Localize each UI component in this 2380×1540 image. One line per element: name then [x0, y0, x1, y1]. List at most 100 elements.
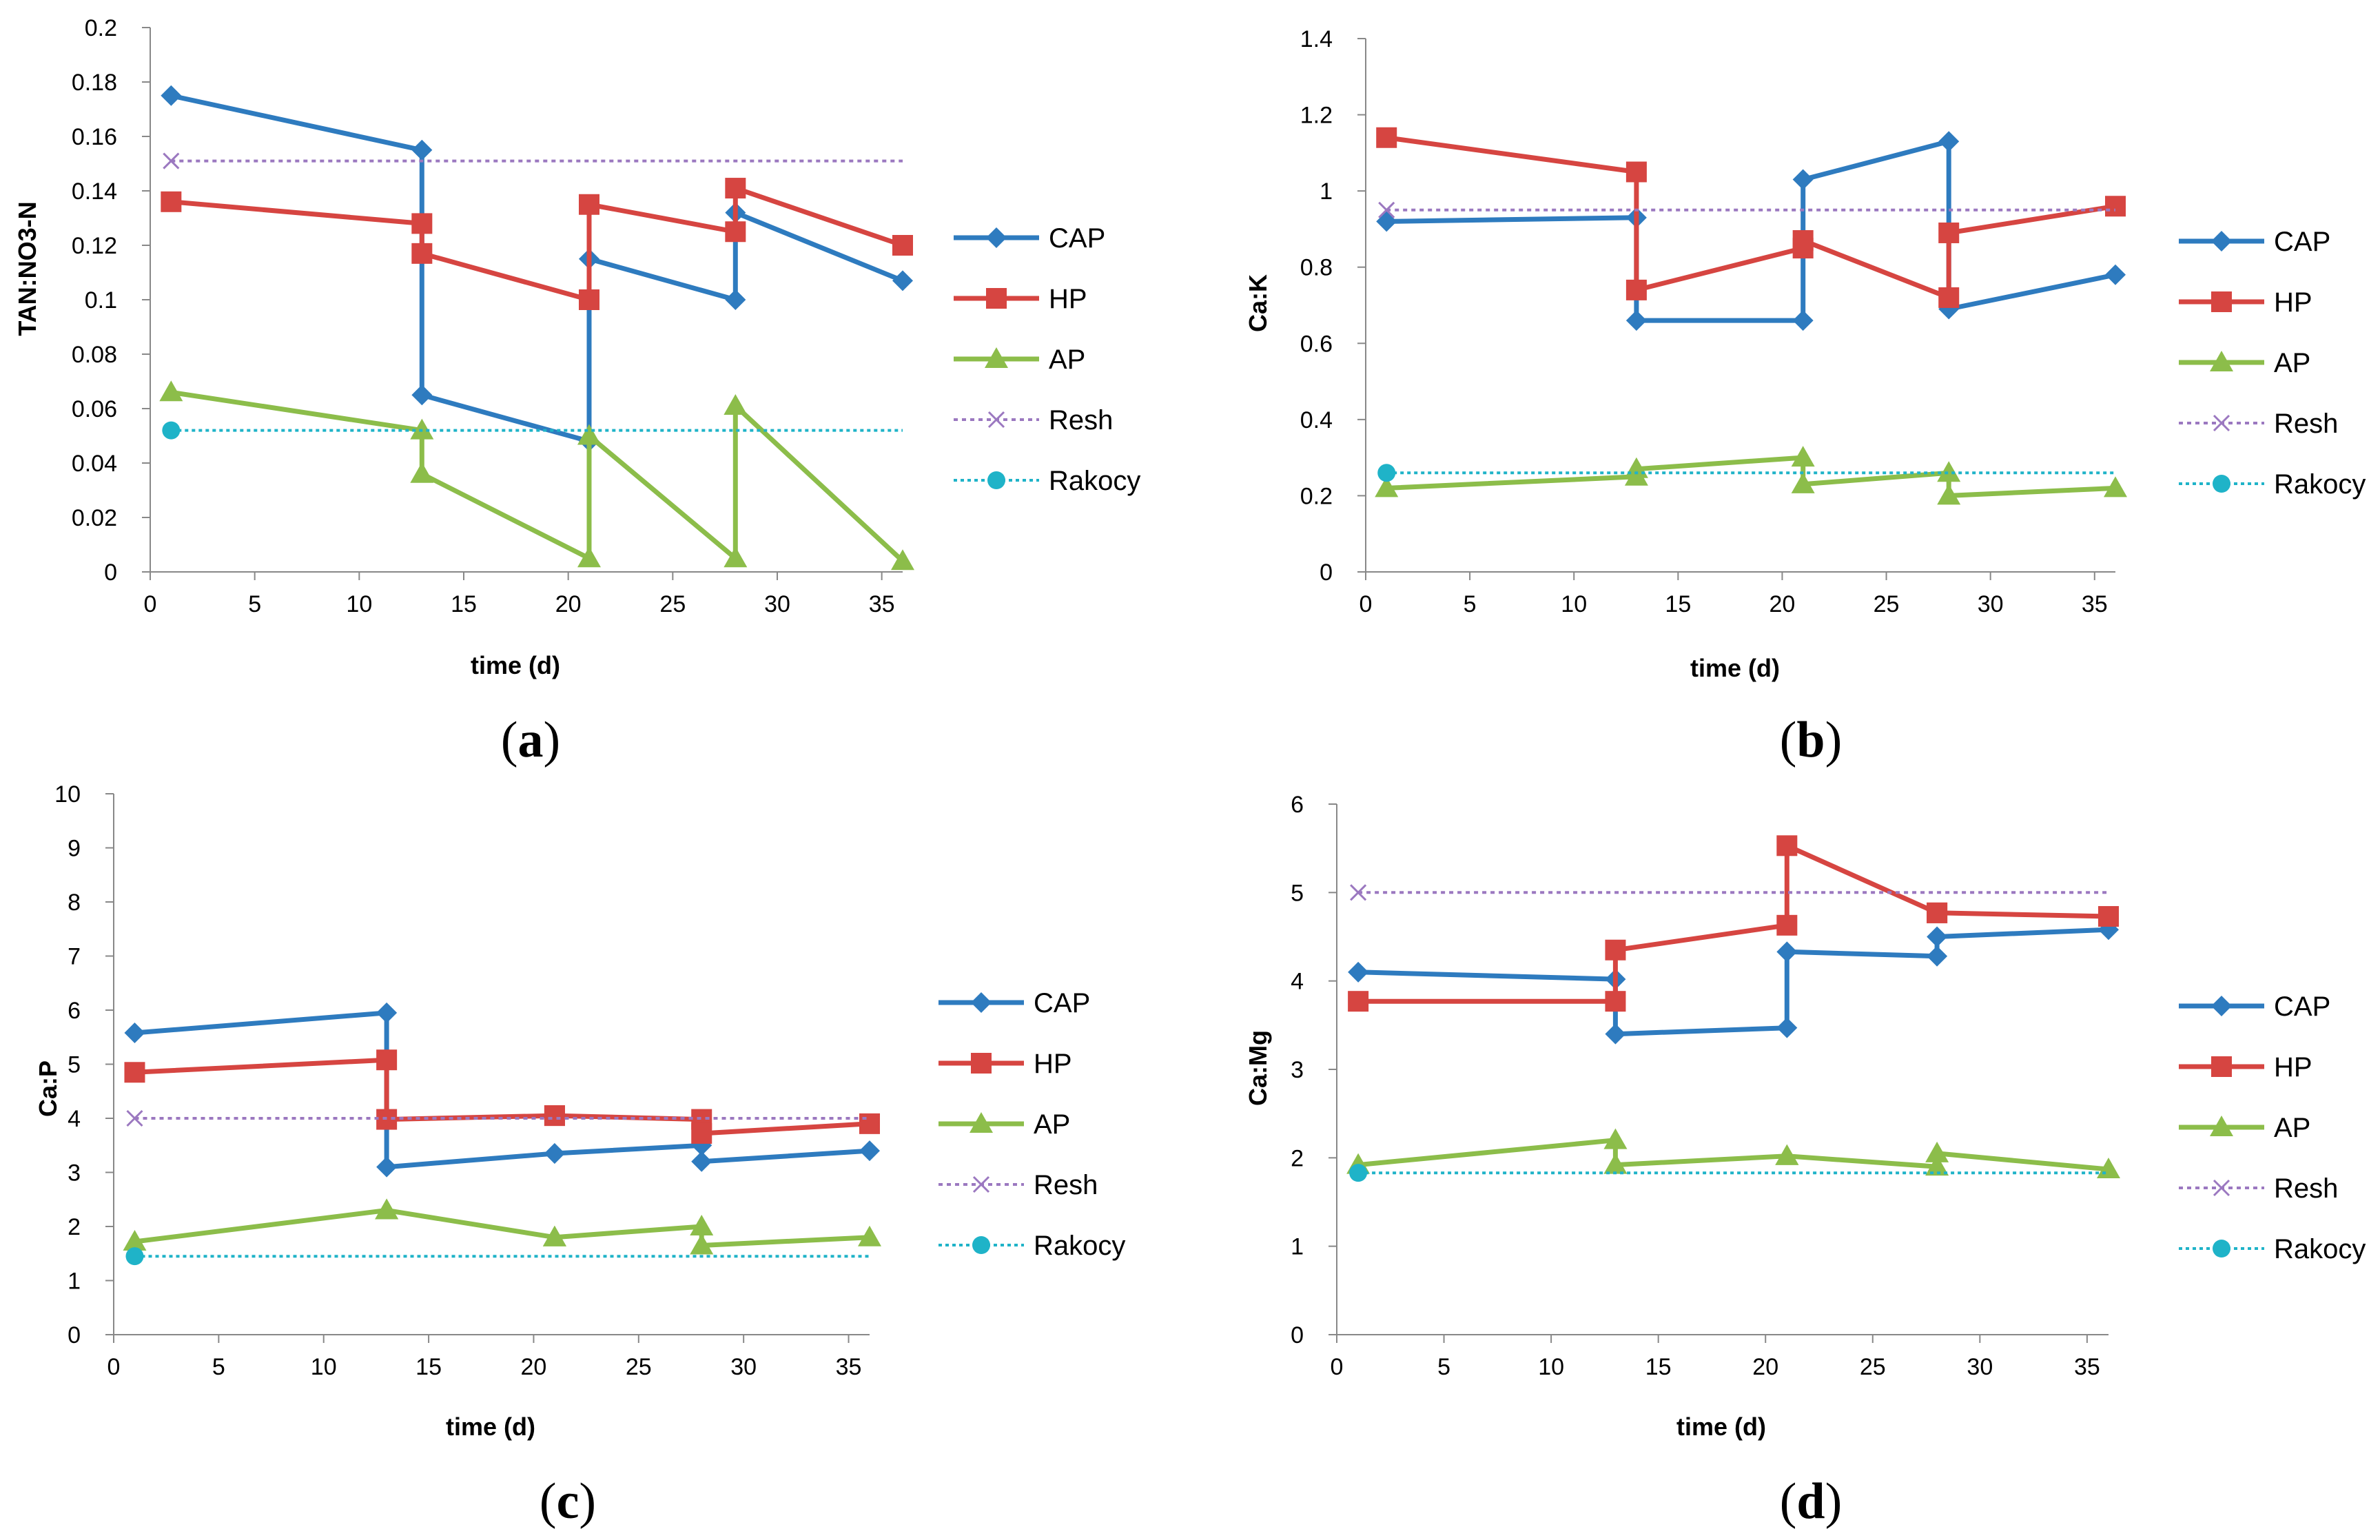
- series-hp-point-a: [579, 194, 599, 215]
- panel-caption-d: (d): [1780, 1473, 1842, 1530]
- legend-rakocy-marker-c: [972, 1236, 990, 1254]
- series-hp-point-c: [124, 1062, 145, 1083]
- x-tick-label-d: 5: [1437, 1354, 1450, 1380]
- x-tick-label-d: 30: [1967, 1354, 1993, 1380]
- legend-rakocy-marker-a: [987, 471, 1005, 489]
- series-hp-point-b: [1625, 161, 1647, 183]
- series-ap-point-a: [159, 380, 183, 402]
- series-ap-point-d: [1775, 1144, 1799, 1165]
- series-cap-point-a: [411, 139, 433, 161]
- series-resh-point-c: [126, 1109, 143, 1127]
- series-cap-point-d: [1348, 961, 1369, 983]
- x-tick-label-d: 35: [2074, 1354, 2100, 1380]
- y-tick-label-c: 7: [68, 944, 81, 970]
- x-axis-title-c: time (d): [446, 1413, 535, 1441]
- series-hp-point-c: [859, 1113, 880, 1134]
- series-cap-point-a: [161, 85, 182, 106]
- x-tick-label-b: 30: [1978, 591, 2004, 617]
- series-cap-point-c: [376, 1156, 398, 1178]
- legend-resh-label-b: Resh: [2274, 409, 2338, 439]
- legend-rakocy-marker-d: [2213, 1240, 2230, 1257]
- x-tick-label-a: 10: [346, 591, 372, 617]
- y-tick-label-a: 0: [104, 559, 117, 586]
- series-cap-line-a: [170, 93, 904, 444]
- legend-b: CAP HP AP Resh Rakocy: [2179, 227, 2366, 500]
- plot-area-d: 0 1 2 3 4 5 6 0 5 10 15 20 25 30 35: [1291, 792, 2120, 1380]
- y-axis-title-b: Ca:K: [1244, 274, 1272, 332]
- series-ap-point-a: [724, 546, 748, 568]
- series-hp-point-b: [1938, 222, 1960, 243]
- series-hp-point-d: [1927, 902, 1948, 923]
- legend-cap-label-c: CAP: [1034, 988, 1090, 1018]
- chart-panel-d: 0 1 2 3 4 5 6 0 5 10 15 20 25 30 35 Ca:Mg time (d) CAP…: [1244, 792, 2366, 1530]
- panel-caption-a: (a): [501, 712, 560, 768]
- y-tick-label-b: 0.4: [1300, 407, 1333, 433]
- x-tick-label-b: 25: [1874, 591, 1900, 617]
- series-cap-point-a: [892, 270, 913, 291]
- legend-cap-marker-d: [2211, 996, 2232, 1016]
- series-resh-point-a: [163, 152, 180, 170]
- x-tick-label-c: 25: [626, 1354, 652, 1380]
- legend-rakocy-marker-b: [2213, 475, 2230, 493]
- x-tick-label-a: 20: [555, 591, 582, 617]
- series-ap-line-c: [134, 1208, 870, 1248]
- legend-ap-marker-b: [2210, 351, 2233, 371]
- y-tick-label-c: 9: [68, 836, 81, 862]
- series-ap-point-d: [1925, 1155, 1949, 1176]
- legend-hp-marker-d: [2211, 1056, 2232, 1077]
- y-tick-label-d: 3: [1291, 1057, 1304, 1083]
- series-cap-line-c: [134, 1010, 870, 1170]
- legend-rakocy-label-a: Rakocy: [1049, 466, 1140, 496]
- legend-ap-label-a: AP: [1049, 345, 1085, 375]
- series-cap-point-c: [376, 1002, 398, 1023]
- x-tick-label-a: 0: [144, 591, 157, 617]
- y-tick-label-a: 0.04: [72, 451, 117, 477]
- series-cap-point-a: [411, 384, 433, 406]
- panel-letter-a: a: [518, 712, 544, 768]
- legend-cap-label-d: CAP: [2274, 992, 2330, 1022]
- legend-resh-label-c: Resh: [1034, 1170, 1098, 1200]
- y-tick-label-d: 1: [1291, 1234, 1304, 1260]
- plot-area-b: 0 0.2 0.4 0.6 0.8 1 1.2 1.4 0 5 10 15 20 25 30 35: [1300, 26, 2127, 617]
- legend-hp-label-d: HP: [2274, 1052, 2312, 1082]
- series-hp-point-b: [1938, 287, 1960, 308]
- panel-letter-c: c: [557, 1473, 579, 1530]
- x-tick-label-b: 5: [1464, 591, 1477, 617]
- series-hp-point-a: [161, 191, 182, 212]
- series-ap-point-c: [375, 1198, 399, 1220]
- series-hp-point-b: [1792, 230, 1814, 251]
- plot-area-c: 0 1 2 3 4 5 6 7 8 9 10 0 5 10 15 20 25 30 35: [54, 781, 881, 1380]
- series-hp-point-d: [1776, 914, 1798, 936]
- chart-panel-b: 00.20.40.60.811.21.40 5 10 15 20 25 30 35 Ca:K …: [1244, 26, 2366, 768]
- x-tick-label-c: 30: [730, 1354, 757, 1380]
- y-tick-label-a: 0.16: [72, 124, 117, 150]
- series-hp-point-a: [725, 221, 746, 243]
- series-rakocy-point-d: [1349, 1164, 1368, 1182]
- series-hp-point-b: [2105, 196, 2126, 217]
- legend-resh-marker-c: [972, 1175, 990, 1193]
- series-ap-point-c: [690, 1215, 714, 1235]
- legend-hp-marker-b: [2211, 291, 2232, 312]
- series-cap-point-b: [1792, 169, 1814, 190]
- series-hp-point-d: [1348, 991, 1369, 1012]
- series-hp-point-a: [411, 243, 433, 264]
- legend-resh-marker-b: [2213, 414, 2230, 432]
- legend-cap-label-b: CAP: [2274, 227, 2330, 257]
- legend-resh-label-a: Resh: [1049, 405, 1113, 435]
- y-tick-label-c: 4: [68, 1106, 81, 1132]
- series-cap-point-a: [725, 289, 746, 310]
- legend-resh-marker-a: [987, 411, 1005, 429]
- x-tick-label-b: 35: [2082, 591, 2108, 617]
- series-cap-line-b: [1386, 138, 2116, 323]
- series-cap-point-b: [1625, 310, 1647, 331]
- series-hp-point-d: [1776, 835, 1798, 856]
- x-tick-label-a: 25: [659, 591, 686, 617]
- legend-rakocy-label-b: Rakocy: [2274, 469, 2366, 500]
- legend-ap-label-d: AP: [2274, 1113, 2310, 1143]
- series-ap-point-c: [690, 1233, 714, 1255]
- series-cap-point-c: [124, 1022, 145, 1043]
- legend-c: CAP HP AP Resh Rakocy: [938, 988, 1125, 1261]
- series-hp-line-c: [134, 1057, 870, 1136]
- series-cap-point-c: [859, 1140, 880, 1162]
- y-tick-label-b: 0.8: [1300, 255, 1333, 281]
